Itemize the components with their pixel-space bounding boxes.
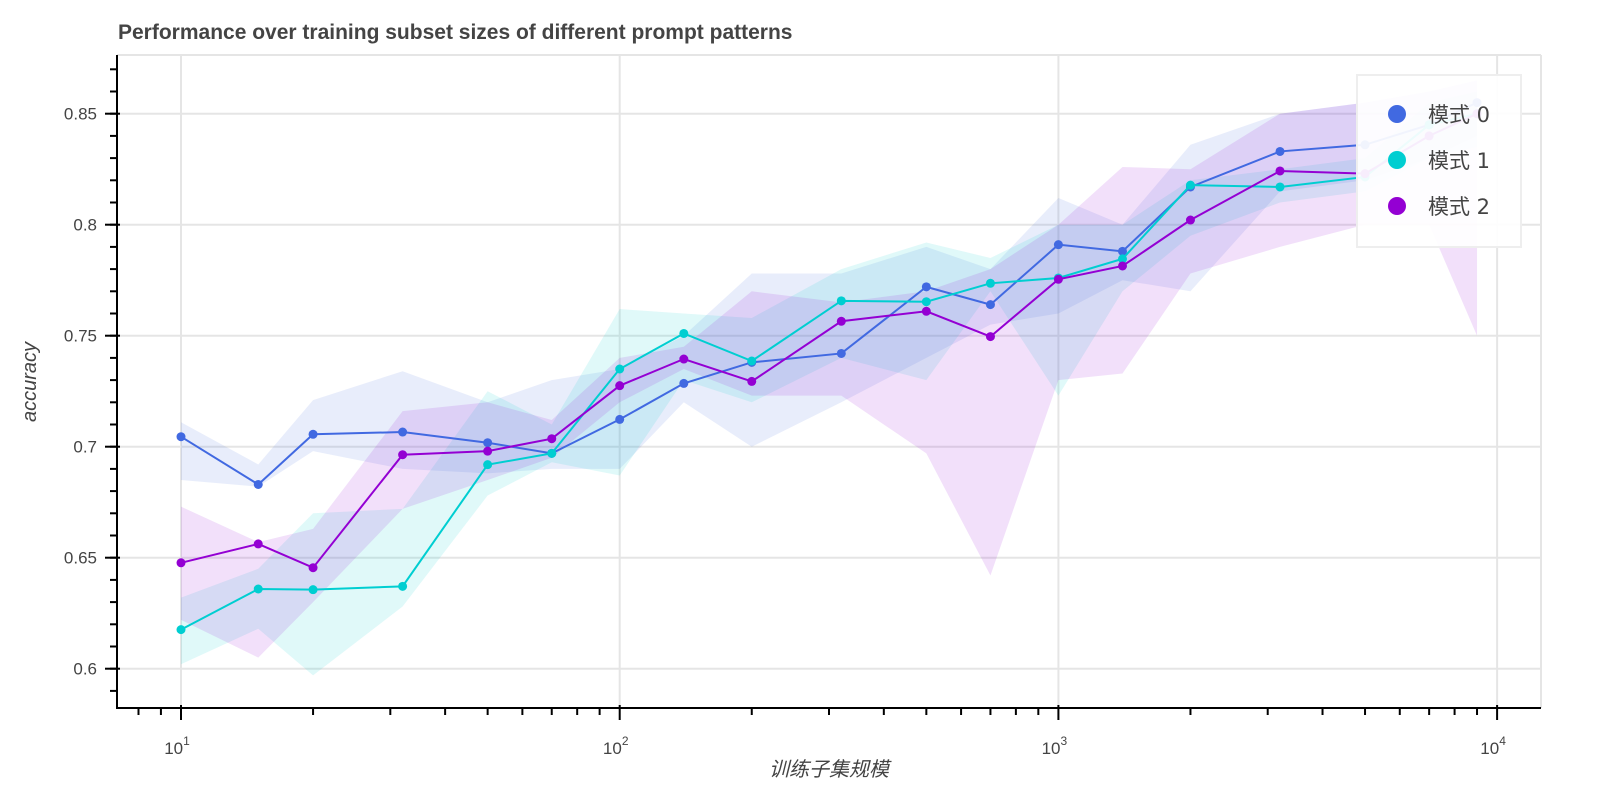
legend-label-2: 模式 2 <box>1428 195 1490 219</box>
point-series-2 <box>483 446 493 456</box>
x-tick-exponent: 2 <box>622 734 629 748</box>
legend-marker-1 <box>1388 151 1406 169</box>
x-tick-label: 102 <box>603 734 629 758</box>
point-series-2 <box>398 450 408 460</box>
point-series-2 <box>253 539 263 549</box>
legend-label-0: 模式 0 <box>1428 103 1490 127</box>
point-series-1 <box>398 581 408 591</box>
point-series-0 <box>836 348 846 358</box>
point-series-1 <box>308 585 318 595</box>
point-series-1 <box>615 364 625 374</box>
x-tick-exponent: 3 <box>1061 734 1068 748</box>
point-series-0 <box>398 427 408 437</box>
point-series-1 <box>985 278 995 288</box>
axes: 0.6 0.65 0.7 0.75 0.8 0.85 101 102 103 104 <box>64 55 1541 758</box>
point-series-2 <box>747 376 757 386</box>
point-series-2 <box>1053 274 1063 284</box>
y-tick-label: 0.85 <box>64 105 97 124</box>
point-series-1 <box>836 296 846 306</box>
point-series-0 <box>1118 246 1128 256</box>
legend-marker-0 <box>1388 105 1406 123</box>
point-series-0 <box>1053 240 1063 250</box>
legend: 模式 0 模式 1 模式 2 <box>1356 74 1522 248</box>
point-series-2 <box>547 434 557 444</box>
x-tick-label: 103 <box>1042 734 1068 758</box>
point-series-0 <box>1275 146 1285 156</box>
legend-label-1: 模式 1 <box>1428 149 1490 173</box>
x-axis-label: 训练子集规模 <box>769 759 892 781</box>
point-series-1 <box>1275 182 1285 192</box>
point-series-0 <box>679 378 689 388</box>
point-series-2 <box>1275 166 1285 176</box>
point-series-2 <box>679 354 689 364</box>
y-tick-label: 0.65 <box>64 549 97 568</box>
y-tick-label: 0.75 <box>64 327 97 346</box>
point-series-1 <box>921 297 931 307</box>
point-series-1 <box>176 625 186 635</box>
point-series-2 <box>836 316 846 326</box>
x-tick-exponent: 1 <box>183 734 190 748</box>
point-series-1 <box>1185 180 1195 190</box>
band-series-1 <box>181 91 1478 676</box>
point-series-0 <box>483 438 493 448</box>
point-series-2 <box>921 306 931 316</box>
point-series-0 <box>308 429 318 439</box>
point-series-2 <box>176 558 186 568</box>
y-tick-label: 0.6 <box>73 660 97 679</box>
point-series-0 <box>176 432 186 442</box>
point-series-1 <box>747 356 757 366</box>
point-series-0 <box>253 479 263 489</box>
chart-title: Performance over training subset sizes o… <box>118 21 792 44</box>
point-series-2 <box>1185 215 1195 225</box>
point-series-2 <box>985 332 995 342</box>
point-series-1 <box>1118 254 1128 264</box>
point-series-2 <box>1118 261 1128 271</box>
y-tick-label: 0.8 <box>73 216 97 235</box>
point-series-0 <box>985 300 995 310</box>
point-series-0 <box>615 414 625 424</box>
point-series-1 <box>483 460 493 470</box>
x-tick-exponent: 4 <box>1499 734 1506 748</box>
point-series-1 <box>253 584 263 594</box>
x-tick-label: 104 <box>1480 734 1506 758</box>
point-series-1 <box>547 448 557 458</box>
legend-box <box>1356 74 1522 248</box>
point-series-0 <box>921 282 931 292</box>
x-tick-label: 101 <box>164 734 190 758</box>
band-series-0 <box>181 80 1478 487</box>
legend-marker-2 <box>1388 197 1406 215</box>
y-axis-label: accuracy <box>19 341 41 422</box>
point-series-2 <box>615 381 625 391</box>
point-series-2 <box>308 563 318 573</box>
y-tick-label: 0.7 <box>73 438 97 457</box>
point-series-1 <box>679 328 689 338</box>
